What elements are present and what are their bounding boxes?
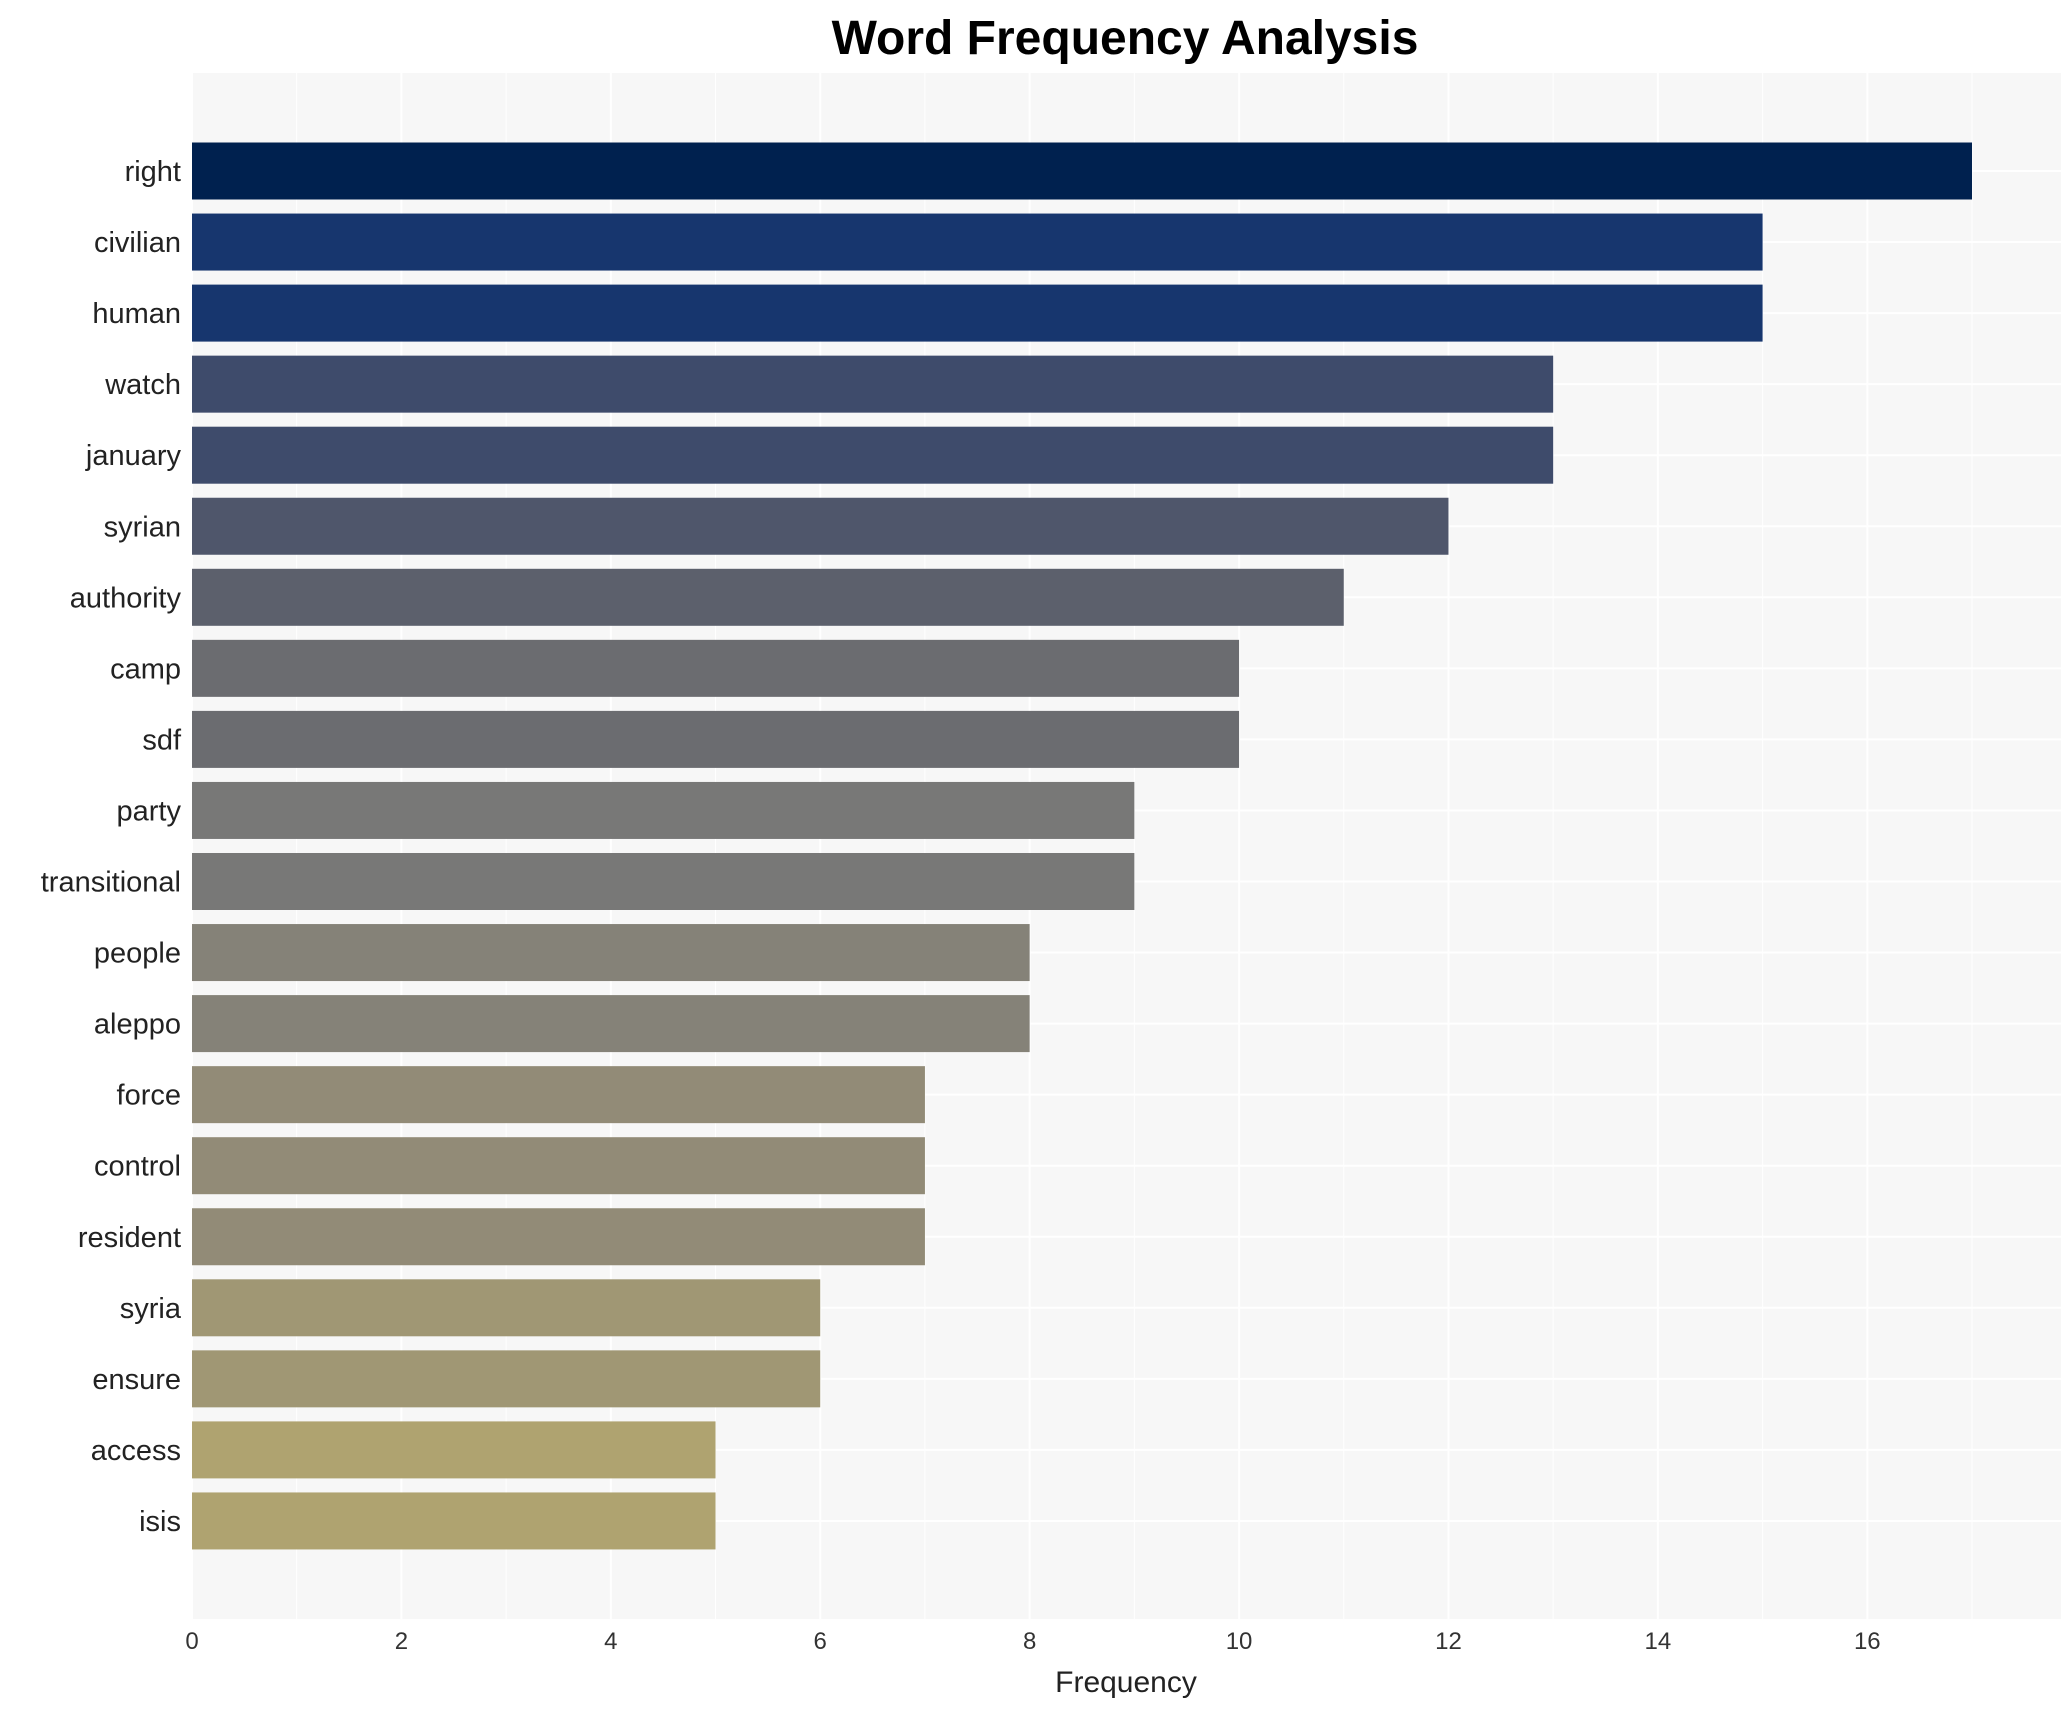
x-tick-label: 4 [604,1628,617,1655]
y-tick-label: january [85,440,182,472]
bar-january [192,426,1554,484]
bar-authority [192,568,1344,626]
bar-camp [192,639,1240,697]
chart-title: Word Frequency Analysis [832,12,1419,65]
x-tick-label: 10 [1226,1628,1253,1655]
bar-ensure [192,1350,821,1408]
bar-syria [192,1279,821,1337]
bar-isis [192,1492,716,1550]
y-tick-label: sdf [142,724,182,756]
bar-sdf [192,710,1240,768]
y-tick-label: control [94,1151,181,1183]
y-tick-label: authority [70,582,182,614]
bar-resident [192,1208,925,1266]
x-axis-label: Frequency [1055,1666,1197,1699]
bar-human [192,284,1763,342]
x-tick-label: 0 [185,1628,198,1655]
bar-party [192,781,1135,839]
y-tick-label: civilian [94,227,181,259]
bar-people [192,924,1030,982]
y-tick-label: people [94,938,181,970]
y-tick-label: ensure [92,1364,181,1396]
y-tick-label: syrian [104,511,181,543]
bar-aleppo [192,995,1030,1053]
y-tick-label: party [117,795,182,827]
bar-syrian [192,497,1449,555]
bar-access [192,1421,716,1479]
bars [192,142,1972,1550]
y-tick-label: camp [110,653,181,685]
x-tick-label: 16 [1854,1628,1881,1655]
y-tick-label: force [117,1080,181,1112]
y-tick-label: aleppo [94,1009,181,1041]
bar-watch [192,355,1554,413]
y-tick-labels: right civilian human watch january syrian auth… [41,156,182,1538]
bar-transitional [192,853,1135,910]
y-tick-label: right [125,156,181,188]
x-tick-label: 6 [814,1628,827,1655]
bar-control [192,1137,925,1195]
x-tick-label: 8 [1023,1628,1036,1655]
y-tick-label: human [92,298,181,330]
y-tick-label: watch [104,369,181,401]
y-tick-label: resident [78,1222,181,1254]
y-tick-label: isis [139,1506,181,1538]
bar-civilian [192,213,1763,271]
y-tick-label: syria [120,1293,182,1325]
bar-right [192,142,1972,200]
bar-force [192,1066,925,1124]
x-tick-labels: 0 2 4 6 8 10 12 14 16 [185,1628,1880,1655]
x-tick-label: 2 [395,1628,408,1655]
y-tick-label: transitional [41,867,181,899]
x-tick-label: 12 [1435,1628,1462,1655]
x-tick-label: 14 [1645,1628,1672,1655]
y-tick-label: access [91,1435,181,1467]
